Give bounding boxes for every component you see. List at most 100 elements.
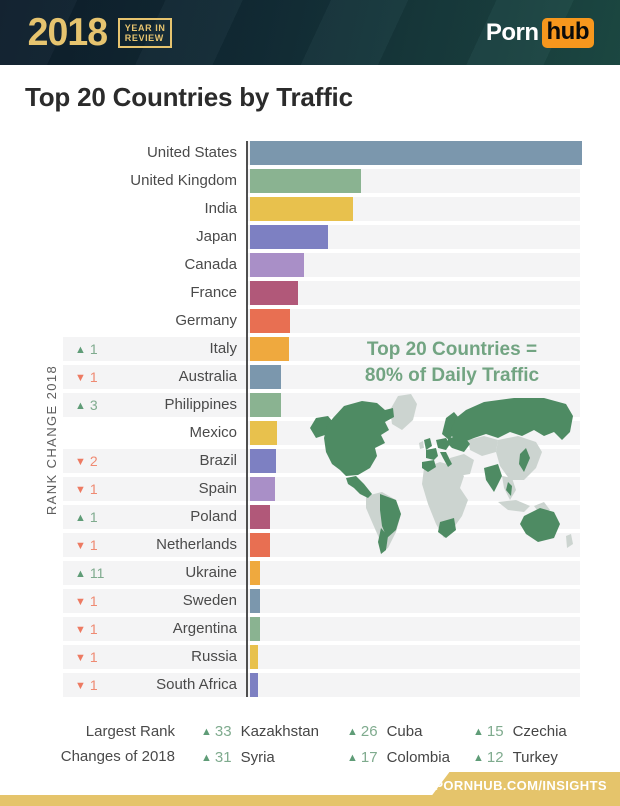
up-triangle-icon: ▲ <box>473 752 484 764</box>
map-north-america <box>324 401 394 476</box>
chart-row: ▼ 1 Sweden <box>63 589 580 613</box>
traffic-bar <box>250 141 582 165</box>
legend-entry: ▲ 12 Turkey <box>473 749 558 766</box>
traffic-bar <box>250 281 298 305</box>
country-label: Argentina <box>172 620 237 637</box>
insights-url: PORNHUB.COM/INSIGHTS <box>434 778 607 793</box>
traffic-bar <box>250 533 270 557</box>
legend-column: ▲ 26 Cuba ▲ 17 Colombia <box>347 719 473 771</box>
chart-row: ▼ 1 Spain <box>63 477 580 501</box>
legend-entries: ▲ 33 Kazakhstan ▲ 31 Syria ▲ 26 Cuba ▲ 17 Colombia ▲… <box>201 719 619 771</box>
traffic-bar <box>250 617 260 641</box>
row-left-zone: ▲ 1 Poland <box>63 505 248 529</box>
chart-row: ▼ 1 Australia <box>63 365 580 389</box>
bar-track <box>248 253 580 277</box>
chart-axis-line <box>246 141 248 697</box>
chart-row: France <box>63 281 580 305</box>
row-left-zone: Japan <box>63 225 248 249</box>
country-label: Canada <box>184 256 237 273</box>
rank-change-indicator: ▲ 1 <box>75 341 98 357</box>
down-triangle-icon: ▼ <box>75 596 86 608</box>
row-left-zone: Canada <box>63 253 248 277</box>
year-in-review-brand: 2018 YEAR IN REVIEW <box>26 13 173 52</box>
map-brazil <box>380 494 401 538</box>
traffic-bar <box>250 225 328 249</box>
map-france <box>426 448 438 460</box>
row-left-zone: ▼ 1 Australia <box>63 365 248 389</box>
traffic-bar <box>250 673 258 697</box>
annotation-line2: 80% of Daily Traffic <box>364 365 540 386</box>
up-triangle-icon: ▲ <box>75 512 86 524</box>
row-left-zone: France <box>63 281 248 305</box>
country-label: Germany <box>175 312 237 329</box>
up-triangle-icon: ▲ <box>347 752 358 764</box>
traffic-bar <box>250 645 258 669</box>
bar-chart: United States United Kingdom India Japan Can… <box>0 141 620 697</box>
chart-row: Japan <box>63 225 580 249</box>
traffic-bar <box>250 421 277 445</box>
country-label: Ukraine <box>185 564 237 581</box>
logo-porn-text: Porn <box>485 18 539 46</box>
rank-change-indicator: ▼ 1 <box>75 369 98 385</box>
up-triangle-icon: ▲ <box>201 726 212 738</box>
bar-track <box>248 645 580 669</box>
country-label: France <box>190 284 237 301</box>
year-in-review-line2: REVIEW <box>124 32 164 43</box>
logo-hub-text: hub <box>541 17 594 48</box>
chart-row: United Kingdom <box>63 169 580 193</box>
traffic-bar <box>250 197 353 221</box>
map-central-europe <box>436 438 450 450</box>
rank-change-indicator: ▲ 1 <box>75 509 98 525</box>
footer-gold-strip <box>0 795 620 806</box>
bar-track <box>248 309 580 333</box>
rank-change-indicator: ▼ 1 <box>75 621 98 637</box>
map-central-asia <box>468 436 498 456</box>
country-label: Italy <box>209 340 237 357</box>
map-argentina <box>378 528 388 554</box>
map-italy <box>440 452 452 467</box>
country-label: United Kingdom <box>130 172 237 189</box>
legend-entry: ▲ 17 Colombia <box>347 749 450 766</box>
row-left-zone: ▲ 1 Italy <box>63 337 248 361</box>
row-left-zone: ▼ 1 Argentina <box>63 617 248 641</box>
map-iberia <box>422 460 436 472</box>
legend-entry: ▲ 33 Kazakhstan <box>201 723 319 740</box>
chart-row: India <box>63 197 580 221</box>
map-philippines <box>506 482 512 496</box>
down-triangle-icon: ▼ <box>75 372 86 384</box>
page-title: Top 20 Countries by Traffic <box>25 82 353 112</box>
traffic-bar <box>250 589 260 613</box>
country-label: Australia <box>178 368 237 385</box>
bar-track <box>248 477 580 501</box>
traffic-bar <box>250 309 290 333</box>
legend-entry: ▲ 26 Cuba <box>347 723 423 740</box>
legend-label: Largest Rank Changes of 2018 <box>55 719 175 771</box>
rank-change-indicator: ▼ 1 <box>75 593 98 609</box>
row-left-zone: United States <box>63 141 248 165</box>
legend-label-line2: Changes of 2018 <box>60 748 175 765</box>
traffic-bar <box>250 393 281 417</box>
bar-track <box>248 589 580 613</box>
row-left-zone: Germany <box>63 309 248 333</box>
map-russia <box>450 398 573 442</box>
world-map <box>284 388 618 556</box>
legend-column: ▲ 33 Kazakhstan ▲ 31 Syria <box>201 719 347 771</box>
row-left-zone: ▼ 1 Russia <box>63 645 248 669</box>
map-australia <box>520 508 560 542</box>
map-new-zealand <box>566 534 573 548</box>
country-label: United States <box>146 144 237 161</box>
chart-row: United States <box>63 141 582 165</box>
up-triangle-icon: ▲ <box>347 726 358 738</box>
legend-label-line1: Largest Rank <box>85 723 175 740</box>
map-africa <box>422 462 468 538</box>
chart-row: ▼ 1 Argentina <box>63 617 580 641</box>
down-triangle-icon: ▼ <box>75 652 86 664</box>
bar-track <box>248 197 580 221</box>
header-banner: 2018 YEAR IN REVIEW Porn hub <box>0 0 620 65</box>
map-japan <box>519 448 530 472</box>
bar-track <box>248 337 580 361</box>
map-ireland <box>419 441 424 449</box>
row-left-zone: United Kingdom <box>63 169 248 193</box>
country-label: Philippines <box>164 396 237 413</box>
rank-change-indicator: ▼ 1 <box>75 649 98 665</box>
